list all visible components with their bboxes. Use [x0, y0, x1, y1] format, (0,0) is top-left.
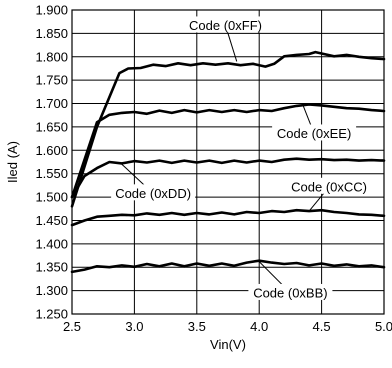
y-tick-label: 1.500	[35, 190, 68, 205]
y-tick-label: 1.850	[35, 26, 68, 41]
x-tick-label: 4.5	[313, 319, 331, 334]
y-axis-title: Iled (A)	[5, 141, 20, 183]
y-tick-label: 1.750	[35, 73, 68, 88]
series-lines	[70, 50, 386, 274]
x-tick-label: 5.0	[375, 319, 392, 334]
y-tick-labels: 1.250 1.300 1.350 1.400 1.450 1.500 1.550 1.600…	[35, 3, 68, 322]
annotation-label: Code (0xEE)	[277, 126, 351, 141]
annotation-3: Code (0xCC)	[287, 177, 372, 212]
y-tick-label: 1.650	[35, 119, 68, 134]
annotation-label: Code (0xBB)	[253, 285, 327, 300]
annotation-2: Code (0xDD)	[111, 163, 196, 201]
annotation-label: Code (0xFF)	[189, 18, 262, 33]
y-tick-label: 1.700	[35, 96, 68, 111]
annotation-label: Code (0xCC)	[291, 179, 367, 194]
series-line-3	[70, 208, 386, 227]
annotations: Code (0xFF) Code (0xEE) Code (0xDD) Code (0…	[111, 16, 372, 300]
y-tick-label: 1.550	[35, 166, 68, 181]
annotation-label-background	[183, 16, 268, 33]
annotation-1: Code (0xEE)	[272, 104, 357, 141]
annotation-label-background	[111, 184, 196, 201]
annotation-0: Code (0xFF)	[183, 16, 268, 62]
y-tick-label: 1.350	[35, 260, 68, 275]
y-tick-label: 1.900	[35, 3, 68, 18]
x-axis-title: Vin(V)	[210, 337, 246, 352]
y-tick-label: 1.450	[35, 213, 68, 228]
x-tick-label: 2.5	[63, 319, 81, 334]
annotation-label-background	[287, 177, 372, 194]
y-tick-label: 1.300	[35, 283, 68, 298]
series-line-4	[70, 259, 386, 274]
y-tick-label: 1.600	[35, 143, 68, 158]
x-tick-label: 4.0	[250, 319, 268, 334]
series-line-2	[70, 157, 386, 199]
annotation-4: Code (0xBB)	[248, 261, 333, 300]
series-line-0	[70, 50, 386, 208]
y-tick-label: 1.800	[35, 49, 68, 64]
plot-frame	[71, 9, 385, 315]
annotation-label: Code (0xDD)	[115, 186, 191, 201]
annotation-label-background	[272, 124, 357, 141]
y-tick-label: 1.250	[35, 307, 68, 322]
y-tick-label: 1.400	[35, 236, 68, 251]
x-tick-label: 3.0	[125, 319, 143, 334]
series-line-1	[70, 103, 386, 199]
x-tick-labels: 2.5 3.0 3.5 4.0 4.5 5.0	[63, 319, 392, 334]
x-tick-label: 3.5	[188, 319, 206, 334]
annotation-label-background	[248, 283, 333, 300]
